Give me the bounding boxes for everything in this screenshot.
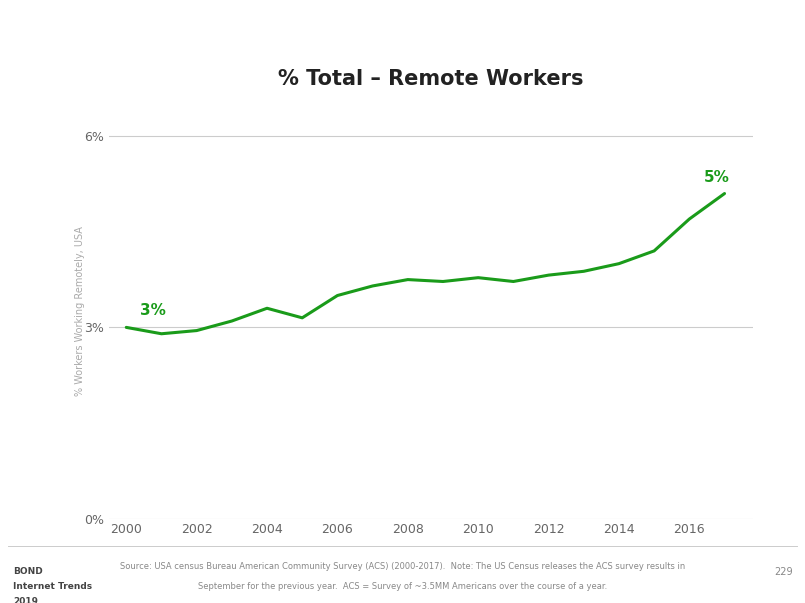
Title: % Total – Remote Workers: % Total – Remote Workers	[278, 69, 584, 89]
Text: 2019: 2019	[13, 597, 38, 603]
Text: September for the previous year.  ACS = Survey of ~3.5MM Americans over the cour: September for the previous year. ACS = S…	[198, 582, 607, 591]
Text: 229: 229	[774, 567, 793, 577]
Text: Source: USA census Bureau American Community Survey (ACS) (2000-2017).  Note: Th: Source: USA census Bureau American Commu…	[120, 562, 685, 571]
Text: 5%: 5%	[704, 170, 729, 185]
Y-axis label: % Workers Working Remotely, USA: % Workers Working Remotely, USA	[75, 227, 85, 396]
Text: Internet Trends: Internet Trends	[13, 582, 92, 591]
Text: ~5% of Americans vs. ~3% in 2000: ~5% of Americans vs. ~3% in 2000	[14, 54, 506, 77]
Text: BOND: BOND	[13, 567, 43, 576]
Text: 3%: 3%	[140, 303, 166, 318]
Text: Remote Workers = Rising…: Remote Workers = Rising…	[14, 19, 399, 43]
